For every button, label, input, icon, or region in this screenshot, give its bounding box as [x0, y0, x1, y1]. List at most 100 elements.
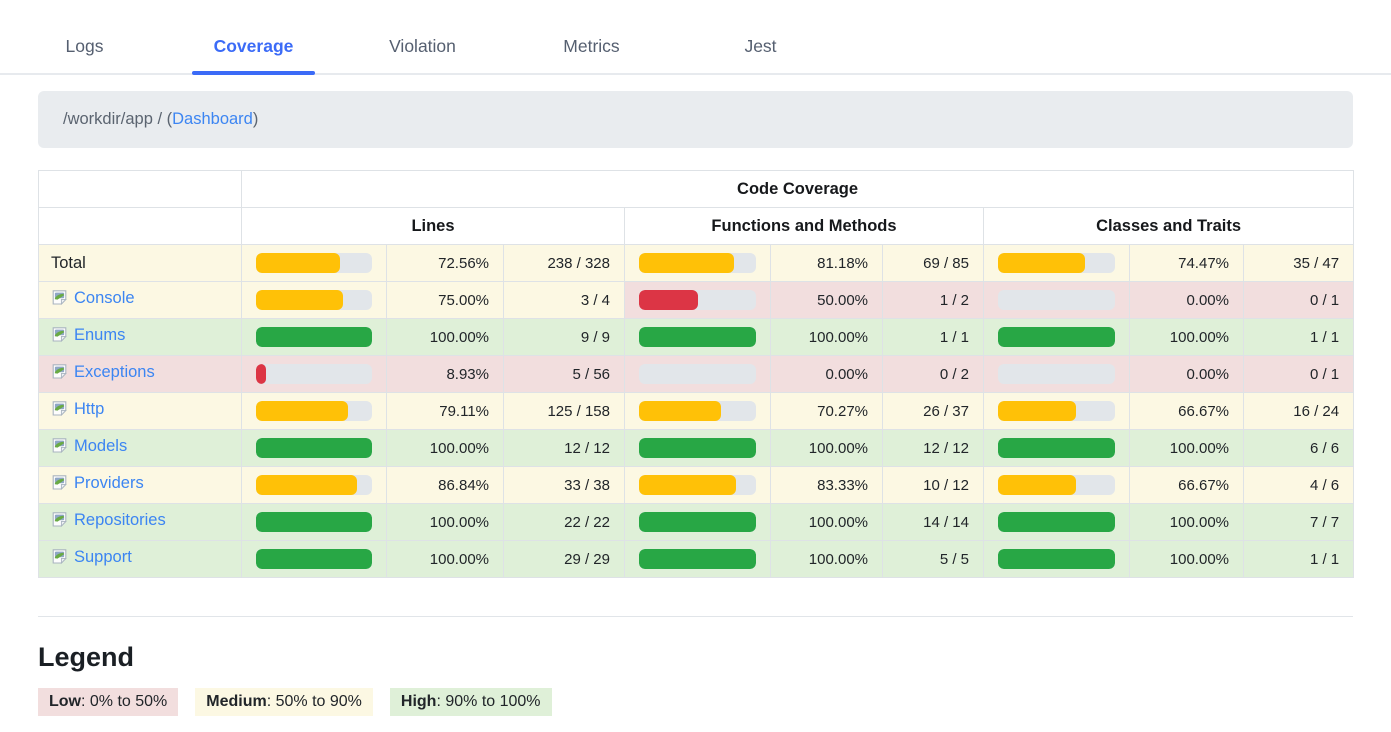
functions-progress-fill: [639, 401, 722, 421]
functions-progress-fill: [639, 438, 756, 458]
lines-percent-cell: 100.00%: [386, 503, 504, 541]
row-name-cell-http: Http: [38, 392, 242, 430]
legend-item-label: Low: [49, 693, 81, 710]
lines-progress-cell: [241, 318, 387, 356]
legend-item-label: High: [400, 693, 437, 710]
classes-percent-cell: 74.47%: [1129, 244, 1244, 282]
classes-progress-fill: [998, 253, 1086, 273]
classes-percent-cell: 66.67%: [1129, 466, 1244, 504]
broken-image-icon: [51, 511, 68, 533]
breadcrumb: /workdir/app / (Dashboard): [38, 91, 1353, 148]
classes-progress-fill: [998, 512, 1115, 532]
functions-progress-cell: [624, 355, 771, 393]
lines-progress-track: [256, 327, 372, 347]
row-label-total: Total: [51, 253, 86, 272]
functions-progress-cell: [624, 540, 771, 578]
broken-image-icon: [51, 548, 68, 570]
functions-percent-cell: 83.33%: [770, 466, 883, 504]
legend-item-range: : 0% to 50%: [81, 693, 168, 710]
classes-ratio-cell: 1 / 1: [1242, 540, 1355, 578]
classes-progress-track: [998, 401, 1115, 421]
lines-ratio-cell: 12 / 12: [503, 429, 625, 467]
tab-bar: Logs Coverage Violation Metrics Jest: [0, 0, 1391, 75]
lines-progress-track: [256, 549, 372, 569]
row-name-cell-repositories: Repositories: [38, 503, 242, 541]
classes-progress-track: [998, 475, 1115, 495]
functions-percent-cell: 50.00%: [770, 281, 883, 319]
functions-progress-fill: [639, 290, 698, 310]
header-corner-cell-1: [38, 170, 242, 208]
row-name-cell-console: Console: [38, 281, 242, 319]
directory-link-repositories[interactable]: Repositories: [74, 511, 166, 529]
lines-progress-cell: [241, 540, 387, 578]
legend-divider: [38, 616, 1353, 617]
tab-jest[interactable]: Jest: [744, 36, 777, 56]
lines-ratio-cell: 3 / 4: [503, 281, 625, 319]
tab-logs[interactable]: Logs: [65, 36, 104, 56]
directory-link-console[interactable]: Console: [74, 289, 135, 307]
directory-link-enums[interactable]: Enums: [74, 326, 126, 344]
functions-ratio-cell: 0 / 2: [882, 355, 984, 393]
functions-ratio-cell: 5 / 5: [882, 540, 984, 578]
table-group-header-row: Lines Functions and Methods Classes and …: [38, 207, 1355, 245]
tab-coverage[interactable]: Coverage: [191, 36, 316, 75]
classes-progress-fill: [998, 549, 1115, 569]
lines-progress-cell: [241, 392, 387, 430]
lines-ratio-cell: 33 / 38: [503, 466, 625, 504]
directory-link-support[interactable]: Support: [74, 548, 132, 566]
directory-link-models[interactable]: Models: [74, 437, 128, 455]
classes-progress-cell: [983, 318, 1130, 356]
classes-percent-cell: 100.00%: [1129, 429, 1244, 467]
functions-progress-fill: [639, 253, 734, 273]
classes-progress-fill: [998, 475, 1076, 495]
row-name-cell-providers: Providers: [38, 466, 242, 504]
functions-ratio-cell: 1 / 1: [882, 318, 984, 356]
functions-progress-track: [639, 438, 756, 458]
tab-slot-logs: Logs: [0, 36, 169, 73]
coverage-row-enums: Enums 100.00% 9 / 9 100.00% 1 / 1 100.00% 1 / …: [38, 318, 1355, 356]
functions-progress-fill: [639, 549, 756, 569]
tab-violation[interactable]: Violation: [389, 36, 456, 56]
classes-progress-cell: [983, 355, 1130, 393]
table-title-row: Code Coverage: [38, 170, 1355, 208]
lines-progress-cell: [241, 466, 387, 504]
classes-progress-cell: [983, 244, 1130, 282]
functions-progress-track: [639, 549, 756, 569]
broken-image-icon: [51, 326, 68, 348]
coverage-row-console: Console 75.00% 3 / 4 50.00% 1 / 2 0.00% 0 / 1: [38, 281, 1355, 319]
classes-percent-cell: 0.00%: [1129, 355, 1244, 393]
classes-percent-cell: 100.00%: [1129, 540, 1244, 578]
legend-item-low: Low: 0% to 50%: [38, 688, 179, 716]
functions-percent-cell: 81.18%: [770, 244, 883, 282]
tab-slot-coverage: Coverage: [169, 36, 338, 75]
coverage-table-container: Code Coverage Lines Functions and Method…: [38, 170, 1355, 578]
functions-progress-track: [639, 475, 756, 495]
lines-progress-track: [256, 401, 372, 421]
row-name-cell-support: Support: [38, 540, 242, 578]
classes-progress-track: [998, 327, 1115, 347]
classes-progress-track: [998, 290, 1115, 310]
functions-ratio-cell: 10 / 12: [882, 466, 984, 504]
classes-progress-track: [998, 253, 1115, 273]
classes-ratio-cell: 6 / 6: [1242, 429, 1355, 467]
functions-ratio-cell: 14 / 14: [882, 503, 984, 541]
lines-progress-fill: [256, 438, 372, 458]
lines-percent-cell: 86.84%: [386, 466, 504, 504]
classes-ratio-cell: 0 / 1: [1242, 355, 1355, 393]
lines-progress-track: [256, 290, 372, 310]
directory-link-http[interactable]: Http: [74, 400, 105, 418]
lines-progress-cell: [241, 429, 387, 467]
classes-percent-cell: 66.67%: [1129, 392, 1244, 430]
functions-ratio-cell: 26 / 37: [882, 392, 984, 430]
directory-link-providers[interactable]: Providers: [74, 474, 144, 492]
classes-percent-cell: 100.00%: [1129, 503, 1244, 541]
breadcrumb-link-dashboard[interactable]: Dashboard: [172, 110, 253, 128]
classes-progress-track: [998, 364, 1115, 384]
tab-slot-metrics: Metrics: [507, 36, 676, 73]
row-name-cell-total: Total: [38, 244, 242, 282]
broken-image-icon: [51, 289, 68, 311]
tab-metrics[interactable]: Metrics: [563, 36, 620, 56]
functions-progress-fill: [639, 512, 756, 532]
lines-percent-cell: 100.00%: [386, 318, 504, 356]
directory-link-exceptions[interactable]: Exceptions: [74, 363, 155, 381]
